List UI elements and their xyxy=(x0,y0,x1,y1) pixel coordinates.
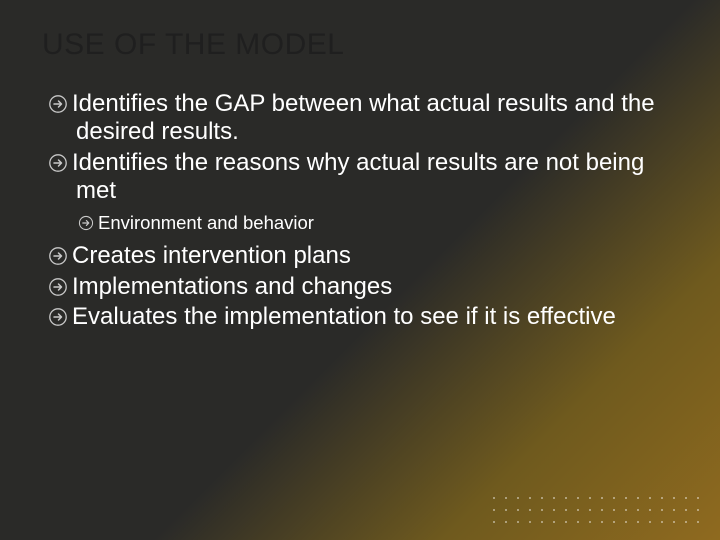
decorative-dots xyxy=(489,493,702,526)
slide-title: USE OF THE MODEL xyxy=(42,28,680,62)
bullet-item: Implementations and changes xyxy=(48,273,680,301)
slide-body: Identifies the GAP between what actual r… xyxy=(48,90,680,331)
bullet-item: Identifies the reasons why actual result… xyxy=(48,149,680,206)
bullet-text: Environment and behavior xyxy=(98,212,314,233)
bullet-text: Identifies the GAP between what actual r… xyxy=(72,90,655,145)
circled-arrow-icon xyxy=(48,153,68,173)
circled-arrow-icon xyxy=(48,246,68,266)
bullet-text: Creates intervention plans xyxy=(72,242,351,269)
bullet-item: Evaluates the implementation to see if i… xyxy=(48,303,680,331)
circled-arrow-icon xyxy=(48,94,68,114)
slide: USE OF THE MODEL Identifies the GAP betw… xyxy=(0,0,720,540)
bullet-text: Evaluates the implementation to see if i… xyxy=(72,303,616,330)
circled-arrow-icon xyxy=(48,307,68,327)
bullet-item: Identifies the GAP between what actual r… xyxy=(48,90,680,147)
bullet-text: Implementations and changes xyxy=(72,273,392,300)
bullet-item: Creates intervention plans xyxy=(48,242,680,270)
bullet-subitem: Environment and behavior xyxy=(48,211,680,234)
circled-arrow-icon xyxy=(78,215,94,231)
bullet-text: Identifies the reasons why actual result… xyxy=(72,149,644,204)
circled-arrow-icon xyxy=(48,277,68,297)
